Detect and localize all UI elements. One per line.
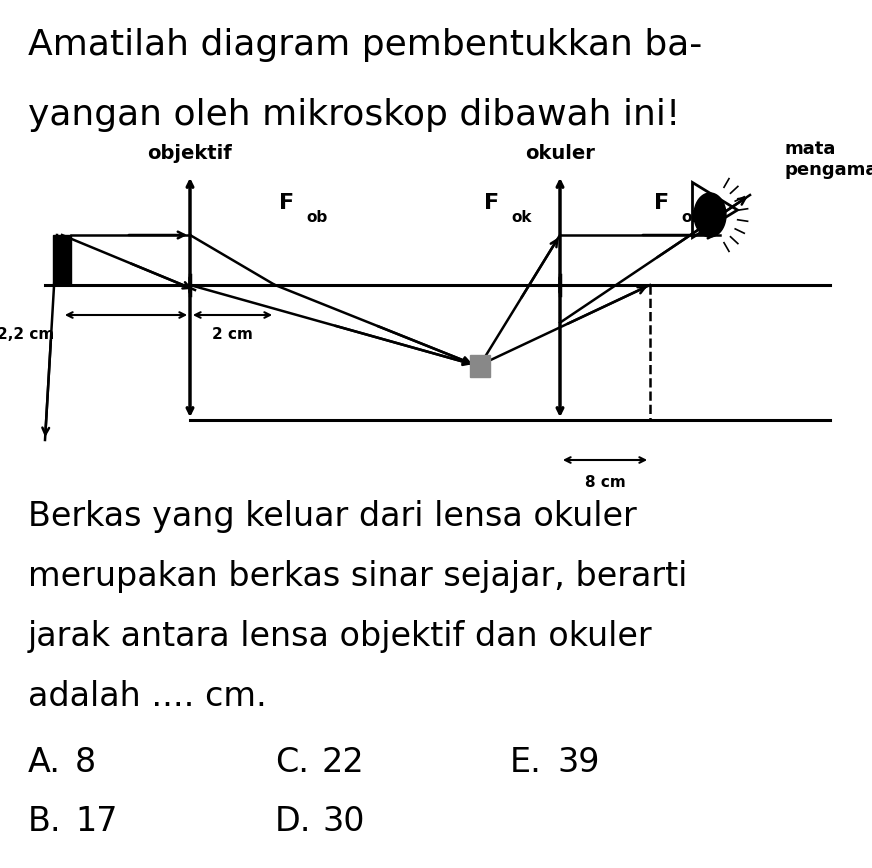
Text: C.: C. <box>275 746 309 779</box>
Text: $\mathbf{F}$: $\mathbf{F}$ <box>278 193 293 213</box>
Text: 2,2 cm: 2,2 cm <box>0 327 54 342</box>
Polygon shape <box>694 193 726 237</box>
Text: 39: 39 <box>557 746 599 779</box>
Text: merupakan berkas sinar sejajar, berarti: merupakan berkas sinar sejajar, berarti <box>28 560 687 593</box>
Text: Berkas yang keluar dari lensa okuler: Berkas yang keluar dari lensa okuler <box>28 500 637 533</box>
Text: D.: D. <box>275 805 311 838</box>
Text: $\mathbf{F}$: $\mathbf{F}$ <box>483 193 498 213</box>
Text: ob: ob <box>306 210 327 225</box>
Text: ok: ok <box>681 210 701 225</box>
Text: yangan oleh mikroskop dibawah ini!: yangan oleh mikroskop dibawah ini! <box>28 98 680 132</box>
Text: B.: B. <box>28 805 62 838</box>
Text: ok: ok <box>511 210 532 225</box>
Text: 22: 22 <box>322 746 364 779</box>
Text: $\mathbf{F}$: $\mathbf{F}$ <box>653 193 668 213</box>
Bar <box>53 235 71 285</box>
Text: 17: 17 <box>75 805 118 838</box>
Text: 2 cm: 2 cm <box>212 327 253 342</box>
Text: A.: A. <box>28 746 61 779</box>
Text: adalah .... cm.: adalah .... cm. <box>28 680 267 713</box>
Text: 8: 8 <box>75 746 96 779</box>
Text: objektif: objektif <box>147 144 232 163</box>
Text: 8 cm: 8 cm <box>584 475 625 490</box>
Text: E.: E. <box>510 746 542 779</box>
Text: mata
pengamat: mata pengamat <box>785 140 872 179</box>
Text: 30: 30 <box>322 805 364 838</box>
Text: Amatilah diagram pembentukkan ba-: Amatilah diagram pembentukkan ba- <box>28 28 702 62</box>
Bar <box>470 355 490 377</box>
Text: jarak antara lensa objektif dan okuler: jarak antara lensa objektif dan okuler <box>28 620 652 653</box>
Text: okuler: okuler <box>525 144 595 163</box>
